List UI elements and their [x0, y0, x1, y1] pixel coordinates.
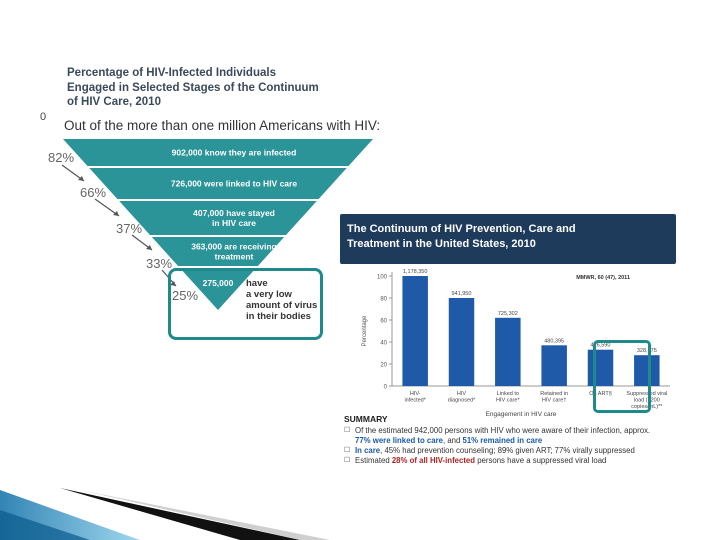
x-tick-label: On ART§ [589, 391, 612, 397]
y-tick-label: 60 [380, 319, 387, 325]
summary-line: Estimated 28% of all HIV-infected person… [355, 456, 684, 466]
chart-title-line: The Continuum of HIV Prevention, Care an… [347, 223, 576, 235]
bar [402, 276, 428, 386]
y-tick-label: 0 [384, 385, 388, 391]
bar-data-label: 725,302 [498, 311, 518, 317]
bar-chart: 0 20 40 60 80 100 Percentage MMWR, 60 (47), 201… [362, 269, 670, 418]
source-note: MMWR, 60 (47), 2011 [576, 275, 630, 281]
x-axis-label: Engagement in HIV care [486, 411, 557, 418]
summary-heading: SUMMARY [344, 414, 388, 424]
x-tick-label: Retained in [540, 391, 568, 397]
bar-data-label: 1,178,350 [403, 269, 427, 275]
bar [587, 349, 614, 386]
summary-line: 77% were linked to care, and 51% remaine… [355, 436, 684, 446]
y-tick-label: 40 [380, 341, 387, 347]
x-tick-label: HIV [457, 391, 467, 397]
funnel-band-text: 407,000 have stayed [193, 208, 275, 218]
bar-data-label: 328,475 [637, 348, 657, 354]
x-tick-label: HIV care* [496, 398, 520, 404]
bar [541, 345, 567, 386]
summary-text: , 45% had prevention counseling; 89% giv… [380, 446, 635, 455]
funnel-band-text: treatment [215, 252, 254, 262]
bullet-icon: ☐ [344, 447, 351, 454]
funnel-highlight-box [168, 268, 323, 340]
final-note-line: have [246, 278, 268, 289]
funnel-band [179, 268, 257, 310]
summary-list: ☐ Of the estimated 942,000 persons with H… [344, 426, 684, 466]
summary-text: 77% were linked to care [355, 436, 443, 445]
funnel-percent: 33% [146, 256, 172, 271]
chart-header [340, 214, 676, 264]
chart-title-line: Treatment in the United States, 2010 [347, 238, 536, 250]
final-note-line: a very low [246, 289, 292, 300]
bar-data-label: 426,590 [591, 343, 611, 349]
funnel-arrowhead [113, 211, 119, 216]
final-note-line: amount of virus [246, 300, 318, 311]
y-axis-label: Percentage [362, 315, 368, 346]
bar [495, 317, 521, 386]
summary-line: Of the estimated 942,000 persons with HI… [355, 426, 684, 436]
x-tick-label: load (≤200 [634, 398, 660, 404]
bullet-icon: ☐ [344, 427, 351, 434]
decorative-stripes [0, 488, 330, 540]
x-tick-label: infected* [404, 398, 426, 404]
x-tick-label: copies/mL)** [631, 404, 663, 410]
x-tick-label: HIV- [410, 391, 421, 397]
funnel-final-note: have a very low amount of virus in their bo… [246, 278, 317, 322]
funnel-title-line: Engaged in Selected Stages of the Contin… [67, 81, 319, 94]
funnel-band [151, 237, 285, 266]
bar-data-label: 480,395 [544, 338, 564, 344]
summary-text: 28% of all HIV-infected [391, 456, 476, 465]
funnel-band-text: 275,000 [203, 278, 234, 288]
summary-block: SUMMARY ☐ Of the estimated 942,000 person… [344, 414, 684, 466]
summary-text: Estimated [355, 456, 392, 465]
funnel-percent: 37% [116, 221, 142, 236]
summary-item: ☐ Estimated 28% of all HIV-infected perso… [344, 456, 684, 466]
funnel-title-line: Percentage of HIV-Infected Individuals [67, 67, 276, 79]
funnel-arrowhead [146, 245, 152, 250]
summary-text: , and [442, 436, 463, 445]
funnel-band [119, 201, 317, 235]
bar [634, 355, 660, 386]
chart-highlight-box [593, 340, 651, 413]
funnel-percent: 66% [80, 185, 106, 200]
funnel-band-text: 902,000 know they are infected [172, 148, 297, 158]
summary-text: persons have a suppressed viral load [475, 456, 607, 465]
funnel-percent: 25% [172, 288, 198, 303]
summary-item: ☐ Of the estimated 942,000 persons with H… [344, 426, 684, 446]
bar-data-label: 941,950 [452, 291, 472, 297]
x-tick-label: diagnosed* [448, 398, 476, 404]
summary-text: In care [355, 446, 381, 455]
x-tick-label: HIV care† [542, 398, 566, 404]
y-tick-label: 100 [377, 275, 388, 281]
funnel-title: Percentage of HIV-Infected Individuals En… [67, 66, 367, 110]
funnel-percent: 82% [48, 150, 74, 165]
funnel-title-line: of HIV Care, 2010 [67, 96, 161, 108]
funnel-arrowhead [170, 281, 176, 286]
funnel-band-text: in HIV care [212, 218, 256, 228]
bullet-icon: ☐ [344, 457, 351, 464]
summary-text: 51% remained in care [462, 436, 543, 445]
y-tick-label: 20 [380, 363, 387, 369]
x-tick-label: Linked to [497, 391, 519, 397]
chart-title: The Continuum of HIV Prevention, Care an… [347, 222, 672, 252]
funnel-arrowhead [78, 176, 84, 181]
summary-text: Of the estimated 942,000 persons with HI… [355, 426, 651, 435]
funnel-band [89, 168, 347, 199]
bar [448, 298, 475, 386]
summary-line: In care, 45% had prevention counseling; … [355, 446, 684, 456]
summary-item: ☐ In care, 45% had prevention counseling;… [344, 446, 684, 456]
x-tick-label: Suppressed viral [626, 391, 667, 397]
zero-label: 0 [40, 111, 47, 123]
funnel-intro: Out of the more than one million America… [64, 118, 381, 133]
funnel-band [63, 139, 373, 166]
y-tick-label: 80 [380, 297, 387, 303]
final-note-line: in their bodies [246, 311, 311, 322]
funnel-band-text: 726,000 were linked to HIV care [171, 179, 297, 189]
funnel-band-text: 363,000 are receiving [191, 242, 277, 252]
